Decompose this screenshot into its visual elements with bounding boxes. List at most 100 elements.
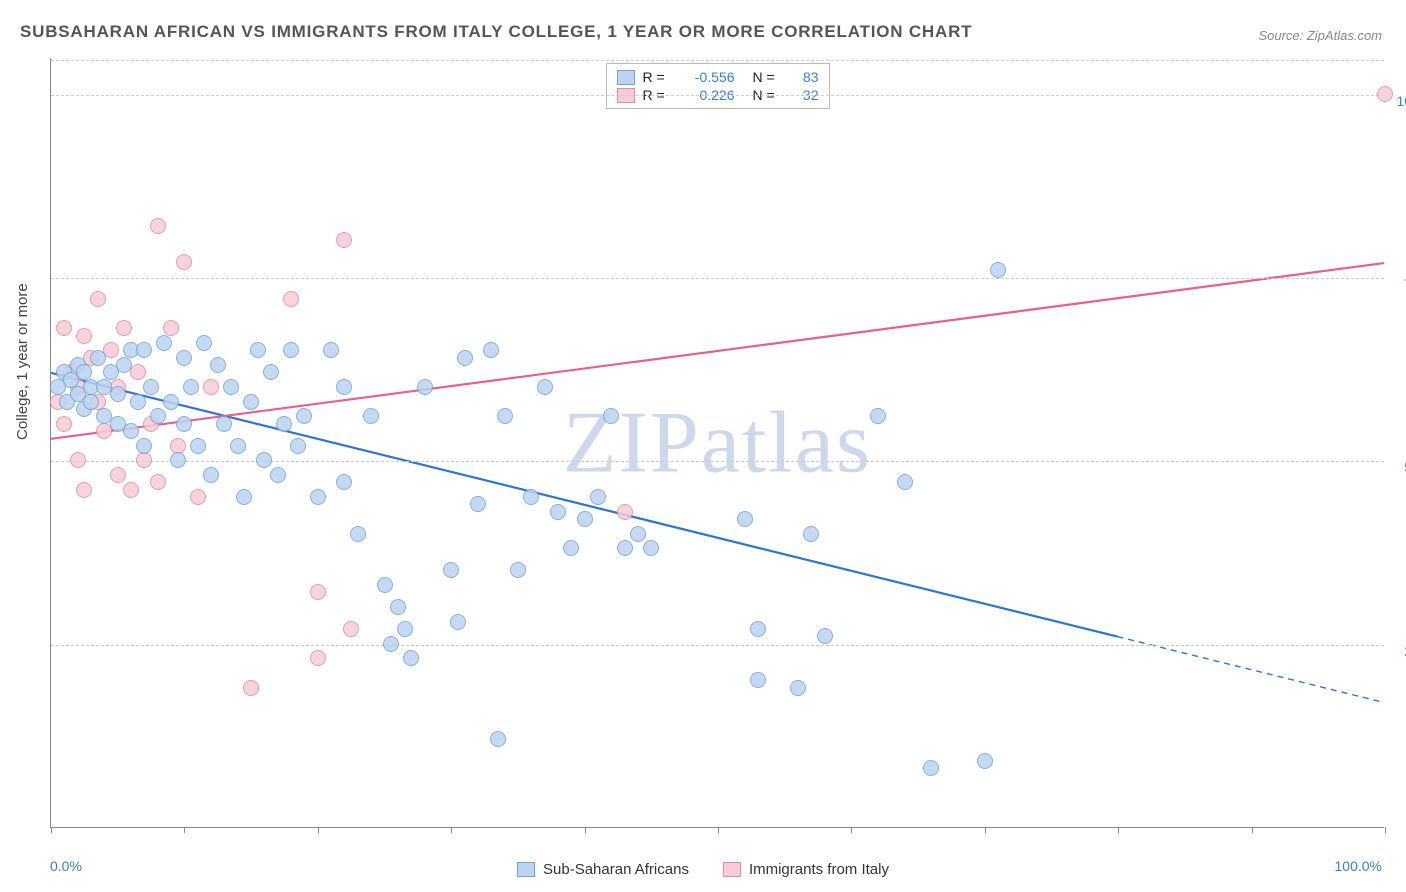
data-point <box>323 342 339 358</box>
data-point <box>1377 86 1393 102</box>
data-point <box>490 731 506 747</box>
legend-stats: R =-0.556N =83R =0.226N =32 <box>606 63 830 109</box>
data-point <box>110 386 126 402</box>
data-point <box>383 636 399 652</box>
data-point <box>310 489 326 505</box>
legend-label: Immigrants from Italy <box>749 861 889 878</box>
data-point <box>203 379 219 395</box>
data-point <box>750 621 766 637</box>
grid-line <box>51 461 1384 462</box>
data-point <box>643 540 659 556</box>
data-point <box>990 262 1006 278</box>
y-tick-label: 50.0% <box>1389 459 1406 475</box>
data-point <box>176 416 192 432</box>
data-point <box>563 540 579 556</box>
x-tick <box>851 827 852 833</box>
data-point <box>56 416 72 432</box>
data-point <box>737 511 753 527</box>
data-point <box>130 394 146 410</box>
x-tick <box>184 827 185 833</box>
x-tick <box>318 827 319 833</box>
data-point <box>183 379 199 395</box>
data-point <box>136 342 152 358</box>
data-point <box>216 416 232 432</box>
data-point <box>243 394 259 410</box>
data-point <box>143 379 159 395</box>
x-tick <box>1385 827 1386 833</box>
data-point <box>163 320 179 336</box>
stat-N-value: 83 <box>789 69 819 85</box>
data-point <box>310 650 326 666</box>
grid-line <box>51 645 1384 646</box>
legend-stat-row: R = -0.556 N = 83 <box>617 68 819 86</box>
data-point <box>790 680 806 696</box>
data-point <box>457 350 473 366</box>
legend-item: Immigrants from Italy <box>723 861 889 878</box>
trend-line-dashed <box>1117 637 1384 703</box>
stat-R-value: -0.556 <box>679 69 735 85</box>
legend-swatch <box>517 862 535 877</box>
legend-label: Sub-Saharan Africans <box>543 861 689 878</box>
data-point <box>83 394 99 410</box>
data-point <box>123 423 139 439</box>
data-point <box>897 474 913 490</box>
watermark: ZIPatlas <box>563 392 872 493</box>
data-point <box>150 474 166 490</box>
data-point <box>283 291 299 307</box>
data-point <box>290 438 306 454</box>
x-tick <box>585 827 586 833</box>
y-axis-title: College, 1 year or more <box>14 283 31 440</box>
x-tick <box>985 827 986 833</box>
legend-item: Sub-Saharan Africans <box>517 861 689 878</box>
data-point <box>283 342 299 358</box>
data-point <box>76 482 92 498</box>
data-point <box>590 489 606 505</box>
data-point <box>176 350 192 366</box>
data-point <box>450 614 466 630</box>
data-point <box>510 562 526 578</box>
data-point <box>350 526 366 542</box>
data-point <box>537 379 553 395</box>
data-point <box>397 621 413 637</box>
data-point <box>223 379 239 395</box>
data-point <box>263 364 279 380</box>
data-point <box>156 335 172 351</box>
x-tick <box>718 827 719 833</box>
data-point <box>256 452 272 468</box>
data-point <box>390 599 406 615</box>
stat-R-label: R = <box>643 69 671 85</box>
data-point <box>363 408 379 424</box>
data-point <box>236 489 252 505</box>
data-point <box>750 672 766 688</box>
data-point <box>230 438 246 454</box>
grid-line <box>51 60 1384 61</box>
data-point <box>56 320 72 336</box>
data-point <box>110 467 126 483</box>
data-point <box>617 540 633 556</box>
stat-N-label: N = <box>753 69 781 85</box>
data-point <box>523 489 539 505</box>
data-point <box>417 379 433 395</box>
data-point <box>243 680 259 696</box>
x-tick <box>1118 827 1119 833</box>
x-tick <box>51 827 52 833</box>
data-point <box>196 335 212 351</box>
data-point <box>170 438 186 454</box>
data-point <box>270 467 286 483</box>
data-point <box>90 350 106 366</box>
data-point <box>190 438 206 454</box>
data-point <box>90 291 106 307</box>
y-tick-label: 75.0% <box>1389 276 1406 292</box>
source-label: Source: ZipAtlas.com <box>1258 28 1382 43</box>
data-point <box>296 408 312 424</box>
plot-area: ZIPatlas R =-0.556N =83R =0.226N =32 25.… <box>50 58 1384 828</box>
grid-line <box>51 95 1384 96</box>
data-point <box>377 577 393 593</box>
data-point <box>70 452 86 468</box>
data-point <box>76 328 92 344</box>
data-point <box>150 218 166 234</box>
data-point <box>136 438 152 454</box>
x-tick <box>451 827 452 833</box>
data-point <box>203 467 219 483</box>
data-point <box>116 357 132 373</box>
